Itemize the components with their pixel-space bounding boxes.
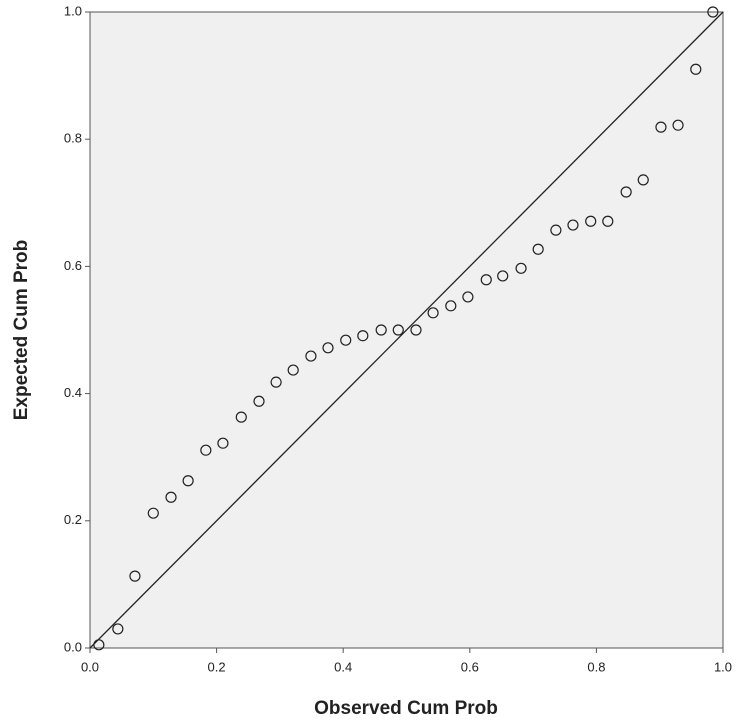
point [287,364,299,376]
y-tick-label: 0.2 [64,512,82,527]
y-tick-label: 0.8 [64,131,82,146]
point [410,324,422,336]
point [112,623,124,635]
point [462,291,474,303]
point [305,350,317,362]
reference-line [89,11,724,649]
point [550,224,562,236]
y-tick-label: 0.4 [64,385,82,400]
x-axis-title: Observed Cum Prob [314,698,498,719]
point [497,270,509,282]
x-tick-label: 0.0 [81,659,99,674]
point [129,570,141,582]
x-tick-label: 1.0 [714,659,732,674]
y-tick-label: 1.0 [64,3,82,18]
x-tick-label: 0.8 [587,659,605,674]
point [217,437,229,449]
point [340,334,352,346]
point [147,507,159,519]
point [567,219,579,231]
point [392,324,404,336]
point [200,444,212,456]
point [270,376,282,388]
point [480,274,492,286]
x-tick-label: 0.6 [461,659,479,674]
point [585,215,597,227]
point [445,300,457,312]
point [165,491,177,503]
point [375,324,387,336]
point [182,475,194,487]
point [253,395,265,407]
y-tick-label: 0.6 [64,258,82,273]
point [532,243,544,255]
point [620,186,632,198]
point [235,411,247,423]
point [655,121,667,133]
point [515,262,527,274]
x-tick-label: 0.2 [208,659,226,674]
point [602,215,614,227]
point [690,63,702,75]
point [357,330,369,342]
point [427,307,439,319]
point [637,174,649,186]
y-tick-label: 0.0 [64,639,82,654]
point [322,342,334,354]
point [707,6,719,18]
point [672,119,684,131]
y-axis-title: Expected Cum Prob [11,240,32,421]
x-tick-label: 0.4 [334,659,352,674]
point [93,639,105,651]
